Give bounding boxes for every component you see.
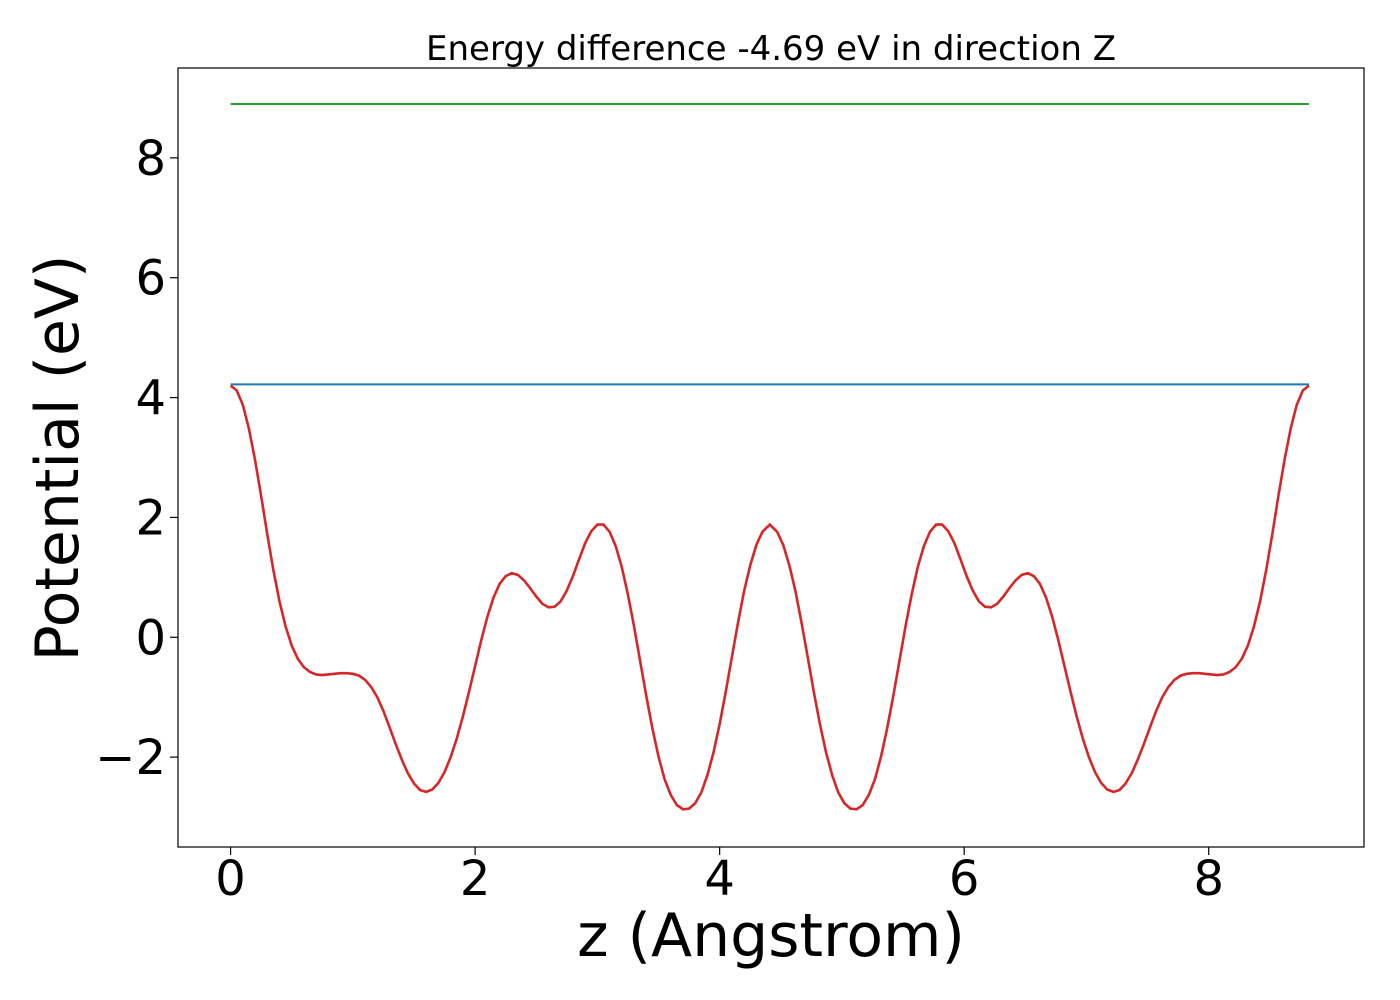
y-tick-label: 8 [135, 131, 166, 187]
x-tick-label: 4 [704, 851, 735, 907]
x-tick-label: 6 [949, 851, 980, 907]
plot-area [229, 102, 1310, 811]
y-tick-label: 2 [135, 490, 166, 546]
x-tick-label: 2 [460, 851, 491, 907]
y-tick-label: −2 [95, 730, 166, 786]
y-tick-label: 4 [135, 371, 166, 427]
y-tick-label: 6 [135, 251, 166, 307]
x-axis-label: z (Angstrom) [577, 901, 965, 971]
y-tick-label: 0 [135, 610, 166, 666]
plot-frame [177, 67, 1365, 848]
chart-title: Energy difference -4.69 eV in direction … [426, 29, 1116, 69]
x-axis: 0 2 4 6 8 [215, 847, 1224, 907]
y-axis-label: Potential (eV) [23, 255, 93, 662]
x-tick-label: 0 [215, 851, 246, 907]
x-tick-label: 8 [1193, 851, 1224, 907]
series-line-3 [229, 384, 1310, 811]
y-axis: −2 0 2 4 6 8 [95, 131, 178, 786]
